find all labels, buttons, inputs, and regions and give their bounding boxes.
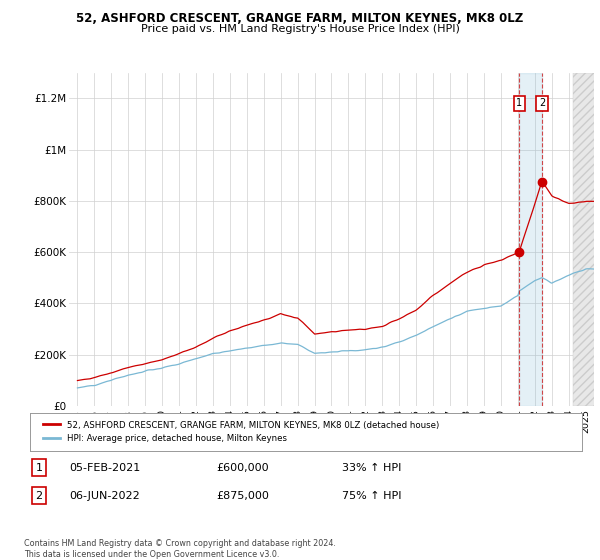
Text: Price paid vs. HM Land Registry's House Price Index (HPI): Price paid vs. HM Land Registry's House … [140, 24, 460, 34]
Text: 1: 1 [516, 99, 523, 109]
Legend: 52, ASHFORD CRESCENT, GRANGE FARM, MILTON KEYNES, MK8 0LZ (detached house), HPI:: 52, ASHFORD CRESCENT, GRANGE FARM, MILTO… [40, 417, 443, 446]
Bar [520, 73, 542, 406]
Text: 2: 2 [539, 99, 545, 109]
Text: 06-JUN-2022: 06-JUN-2022 [69, 491, 140, 501]
Text: 05-FEB-2021: 05-FEB-2021 [69, 463, 140, 473]
Text: Contains HM Land Registry data © Crown copyright and database right 2024.
This d: Contains HM Land Registry data © Crown c… [24, 539, 336, 559]
Text: £600,000: £600,000 [216, 463, 269, 473]
Text: 52, ASHFORD CRESCENT, GRANGE FARM, MILTON KEYNES, MK8 0LZ: 52, ASHFORD CRESCENT, GRANGE FARM, MILTO… [76, 12, 524, 25]
Text: 75% ↑ HPI: 75% ↑ HPI [342, 491, 401, 501]
Text: 33% ↑ HPI: 33% ↑ HPI [342, 463, 401, 473]
Text: £875,000: £875,000 [216, 491, 269, 501]
Text: 2: 2 [35, 491, 43, 501]
Text: 1: 1 [35, 463, 43, 473]
Bar [573, 73, 600, 406]
